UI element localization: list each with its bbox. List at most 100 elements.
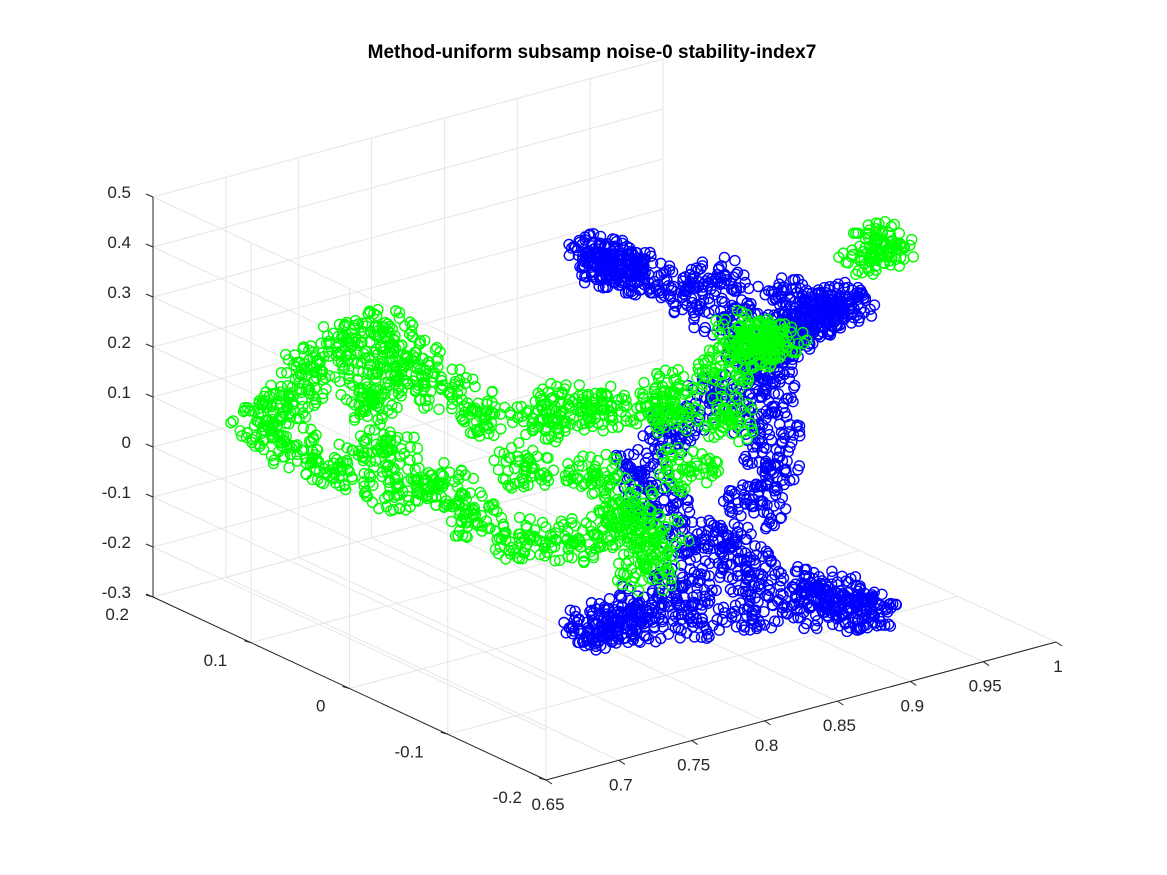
point-marker xyxy=(668,305,681,318)
point-marker xyxy=(486,499,498,511)
point-marker xyxy=(811,579,824,592)
point-marker xyxy=(695,533,708,546)
point-marker xyxy=(768,519,780,532)
point-marker xyxy=(875,619,887,631)
point-marker xyxy=(850,291,862,304)
point-marker xyxy=(573,379,586,391)
point-marker xyxy=(730,370,742,382)
point-marker xyxy=(327,457,340,469)
point-marker xyxy=(596,418,608,431)
point-marker xyxy=(750,478,762,490)
point-marker xyxy=(562,458,574,470)
point-marker xyxy=(578,550,590,562)
point-marker xyxy=(698,620,711,632)
point-marker xyxy=(515,400,528,413)
point-marker xyxy=(252,415,264,428)
point-marker xyxy=(690,262,703,274)
point-marker xyxy=(508,462,521,475)
point-marker xyxy=(693,404,705,416)
x-tick-mark xyxy=(691,740,698,745)
point-marker xyxy=(611,574,624,587)
point-marker xyxy=(574,261,586,273)
point-marker xyxy=(673,598,686,610)
point-marker xyxy=(653,572,665,584)
point-marker xyxy=(865,310,878,322)
point-marker xyxy=(612,469,624,481)
point-marker xyxy=(617,241,629,254)
point-marker xyxy=(773,329,786,341)
point-marker xyxy=(432,353,444,365)
point-marker xyxy=(793,420,806,432)
point-marker xyxy=(505,482,518,494)
point-marker xyxy=(703,276,715,289)
point-marker xyxy=(726,485,738,497)
point-marker xyxy=(305,423,317,436)
point-marker xyxy=(627,414,640,426)
point-marker xyxy=(358,467,370,480)
point-marker xyxy=(736,294,748,306)
point-marker xyxy=(745,298,757,310)
point-marker xyxy=(478,413,490,425)
point-marker xyxy=(359,435,372,447)
point-marker xyxy=(677,275,689,287)
point-marker xyxy=(703,538,716,550)
point-marker xyxy=(869,617,881,629)
point-marker xyxy=(698,420,711,432)
point-marker xyxy=(714,271,726,283)
point-marker xyxy=(836,570,848,583)
point-marker xyxy=(832,278,844,290)
point-marker xyxy=(420,483,432,495)
point-marker xyxy=(668,479,681,492)
point-marker xyxy=(388,345,400,358)
point-marker xyxy=(746,457,758,469)
point-marker xyxy=(733,373,746,385)
point-marker xyxy=(685,606,697,619)
point-marker xyxy=(392,431,404,444)
point-marker xyxy=(620,557,633,570)
point-marker xyxy=(851,624,864,636)
point-marker xyxy=(887,598,899,610)
point-marker xyxy=(360,377,372,390)
point-marker xyxy=(675,559,688,571)
grid-line xyxy=(152,208,664,348)
point-marker xyxy=(423,359,436,372)
point-marker xyxy=(595,269,608,282)
point-marker xyxy=(712,428,724,441)
point-marker xyxy=(748,507,760,519)
point-marker xyxy=(703,570,715,582)
point-marker xyxy=(730,610,742,623)
point-marker xyxy=(818,583,830,595)
point-marker xyxy=(663,411,675,424)
point-marker xyxy=(776,435,788,448)
point-marker xyxy=(600,487,612,500)
point-marker xyxy=(409,494,422,507)
point-marker xyxy=(310,463,322,475)
point-marker xyxy=(535,413,547,425)
point-marker xyxy=(643,503,656,515)
point-marker xyxy=(360,490,372,502)
point-marker xyxy=(724,583,737,595)
point-marker xyxy=(706,584,718,596)
point-marker xyxy=(778,464,791,477)
point-marker xyxy=(302,401,314,413)
point-marker xyxy=(562,525,574,537)
point-marker xyxy=(470,423,482,436)
point-marker xyxy=(309,350,321,362)
point-marker xyxy=(717,563,729,576)
point-marker xyxy=(292,370,305,383)
point-marker xyxy=(739,276,751,289)
point-marker xyxy=(746,613,759,625)
point-marker xyxy=(711,524,723,537)
point-marker xyxy=(446,500,458,513)
point-marker xyxy=(699,321,711,334)
point-marker xyxy=(662,628,675,640)
point-marker xyxy=(625,581,637,593)
point-marker xyxy=(839,595,851,607)
point-marker xyxy=(639,401,652,413)
point-marker xyxy=(837,597,850,609)
point-marker xyxy=(812,584,824,596)
point-marker xyxy=(665,482,678,494)
point-marker xyxy=(708,289,721,301)
point-marker xyxy=(651,388,663,400)
